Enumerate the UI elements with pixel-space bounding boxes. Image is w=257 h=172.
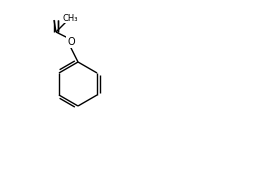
Text: O: O bbox=[67, 37, 75, 47]
Text: CH₃: CH₃ bbox=[62, 13, 78, 23]
